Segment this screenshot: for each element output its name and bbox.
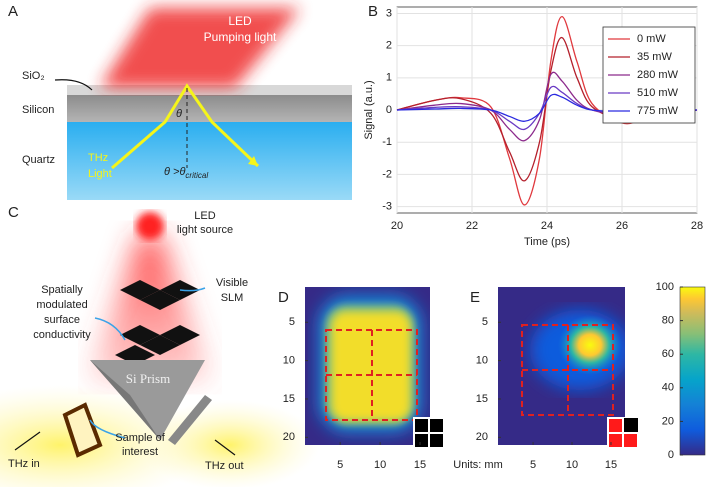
quartz-layer xyxy=(67,122,352,200)
sio2-layer xyxy=(67,85,352,95)
label: modulated xyxy=(36,299,87,311)
x-tick-label: 26 xyxy=(616,220,628,232)
y-tick-label: 3 xyxy=(386,7,392,19)
x-tick-label: 20 xyxy=(391,220,403,232)
label: critical xyxy=(185,171,208,180)
colorbar-label: 60 xyxy=(662,348,674,360)
x-tick-label: 15 xyxy=(414,459,426,471)
y-tick-label: 10 xyxy=(283,355,295,367)
legend-label: 35 mW xyxy=(637,51,672,63)
label: LED xyxy=(194,210,215,222)
label: light source xyxy=(177,224,233,236)
legend-label: 775 mW xyxy=(637,105,679,117)
label: Pumping light xyxy=(204,30,277,44)
label: THz xyxy=(88,152,108,164)
led xyxy=(136,212,164,240)
label: Visible xyxy=(216,277,248,289)
y-tick-label: 1 xyxy=(386,72,392,84)
label: θ xyxy=(176,108,182,120)
label: conductivity xyxy=(33,329,91,341)
pointer xyxy=(89,419,126,439)
legend-label: 280 mW xyxy=(637,69,679,81)
legend-label: 0 mW xyxy=(637,33,666,45)
colorbar xyxy=(679,286,706,456)
pattern-icon xyxy=(413,417,639,449)
pump-beam xyxy=(100,8,300,88)
colorbar-label: 0 xyxy=(668,449,674,461)
label: θ >θcritical xyxy=(164,166,208,180)
label: THz in xyxy=(8,458,40,470)
prism-side xyxy=(90,360,160,440)
panel-a: A LED Pumping light SiO₂ Silicon Quartz … xyxy=(8,3,352,200)
label: Sample of xyxy=(115,432,165,444)
x-tick-label: 15 xyxy=(605,459,617,471)
roi-grid xyxy=(325,324,614,421)
colorbar-label: 80 xyxy=(662,315,674,327)
sample xyxy=(62,402,103,458)
pointer xyxy=(94,317,126,341)
label: LED xyxy=(228,14,252,28)
label: Light xyxy=(88,168,112,180)
label: Silicon xyxy=(22,104,54,116)
pointer xyxy=(54,79,93,91)
y-tick-label: 5 xyxy=(482,316,488,328)
y-tick-label: -2 xyxy=(382,168,392,180)
label: SiO₂ xyxy=(22,70,45,82)
panel-c: C LED light source Visible SLM Spatially… xyxy=(0,204,320,487)
colorbar-label: 20 xyxy=(662,415,674,427)
thz-path xyxy=(111,83,260,170)
x-tick-label: 24 xyxy=(541,220,553,232)
y-tick-label: 0 xyxy=(386,104,392,116)
arrow xyxy=(14,431,41,451)
x-axis-label: Time (ps) xyxy=(524,236,570,248)
y-tick-label: 20 xyxy=(283,431,295,443)
label: THz out xyxy=(205,460,244,472)
label: interest xyxy=(122,446,158,458)
panel-letter: E xyxy=(470,289,480,306)
label: SLM xyxy=(221,292,244,304)
x-axis-label: Units: mm xyxy=(453,459,503,471)
x-tick-label: 28 xyxy=(691,220,703,232)
label: Quartz xyxy=(22,154,55,166)
x-tick-label: 10 xyxy=(566,459,578,471)
label: surface xyxy=(44,314,80,326)
y-tick-label: 5 xyxy=(289,316,295,328)
led-cone xyxy=(90,235,210,380)
prism xyxy=(90,360,205,440)
pointer xyxy=(179,287,206,292)
panel-letter: C xyxy=(8,204,19,221)
x-tick-label: 22 xyxy=(466,220,478,232)
y-tick-label: 20 xyxy=(476,431,488,443)
image-d xyxy=(305,287,430,445)
label: Spatially xyxy=(41,284,83,296)
legend-label: 510 mW xyxy=(637,87,679,99)
x-tick-label: 5 xyxy=(337,459,343,471)
panel-letter: A xyxy=(8,3,18,20)
x-tick-label: 10 xyxy=(374,459,386,471)
out-sample xyxy=(168,395,212,445)
y-tick-label: 2 xyxy=(386,40,392,52)
colorbar-label: 40 xyxy=(662,382,674,394)
y-tick-label: 15 xyxy=(476,393,488,405)
y-tick-label: 10 xyxy=(476,355,488,367)
arrow xyxy=(214,439,236,456)
colorbar-label: 100 xyxy=(656,281,674,293)
y-tick-label: -3 xyxy=(382,200,392,212)
y-axis-label: Signal (a.u.) xyxy=(363,80,375,139)
label: θ >θ xyxy=(164,166,185,178)
arrow-head xyxy=(248,156,258,166)
x-tick-label: 5 xyxy=(530,459,536,471)
panel-letter: B xyxy=(368,3,378,20)
y-tick-label: 15 xyxy=(283,393,295,405)
y-tick-label: -1 xyxy=(382,136,392,148)
label: Si Prism xyxy=(126,371,170,386)
panel-letter: D xyxy=(278,289,289,306)
